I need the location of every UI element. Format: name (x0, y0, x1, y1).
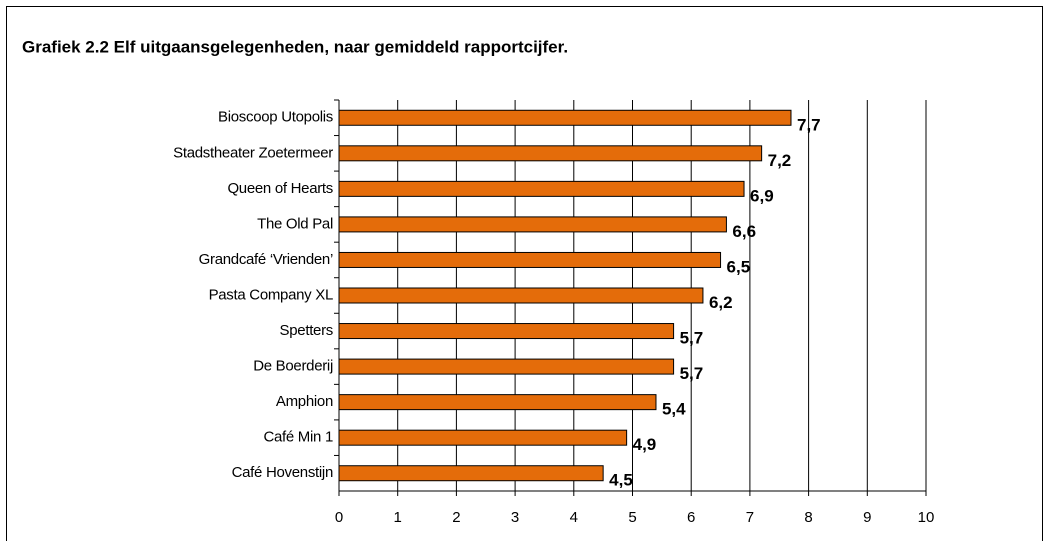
bar (338, 358, 675, 375)
bar (338, 251, 722, 268)
value-label: 4,9 (633, 435, 657, 454)
value-label: 6,5 (727, 257, 751, 276)
x-tick-label: 2 (452, 509, 460, 526)
y-tick-label: Stadstheater Zoetermeer (173, 144, 333, 161)
bar (338, 109, 792, 126)
x-tick-label: 3 (511, 509, 519, 526)
x-tick-label: 4 (570, 509, 578, 526)
x-tick-label: 8 (804, 509, 812, 526)
y-tick-label: Café Hovenstijn (232, 464, 333, 481)
y-tick-label: Pasta Company XL (209, 286, 333, 303)
bar (338, 180, 745, 197)
bar (338, 216, 727, 233)
y-tick-label: Amphion (276, 393, 333, 410)
x-tick-label: 10 (918, 509, 935, 526)
value-label: 6,9 (750, 186, 774, 205)
bar (338, 323, 675, 340)
bar (338, 429, 628, 446)
x-tick-label: 7 (746, 509, 754, 526)
y-tick-label: De Boerderij (253, 358, 333, 375)
value-label: 6,2 (709, 293, 733, 312)
value-label: 7,7 (797, 115, 821, 134)
chart-border (6, 6, 1043, 541)
y-tick-label: Queen of Hearts (227, 180, 333, 197)
y-tick-label: Grandcafé ‘Vrienden’ (199, 251, 333, 268)
bar (338, 287, 704, 304)
x-tick-label: 9 (863, 509, 871, 526)
x-tick-label: 6 (687, 509, 695, 526)
y-tick-label: Spetters (280, 322, 333, 339)
bar (338, 465, 604, 482)
value-label: 5,4 (662, 400, 686, 419)
value-label: 4,5 (609, 471, 633, 490)
bar (338, 394, 657, 411)
x-tick-label: 5 (628, 509, 636, 526)
y-tick-label: Bioscoop Utopolis (218, 109, 333, 126)
value-label: 5,7 (680, 364, 704, 383)
y-tick-label: The Old Pal (257, 215, 333, 232)
x-tick-label: 1 (394, 509, 402, 526)
value-label: 6,6 (732, 222, 756, 241)
bar (338, 145, 763, 162)
y-tick-label: Café Min 1 (263, 429, 333, 446)
value-label: 7,2 (768, 151, 792, 170)
value-label: 5,7 (680, 329, 704, 348)
x-tick-label: 0 (335, 509, 343, 526)
chart-title: Grafiek 2.2 Elf uitgaansgelegenheden, na… (22, 37, 568, 56)
